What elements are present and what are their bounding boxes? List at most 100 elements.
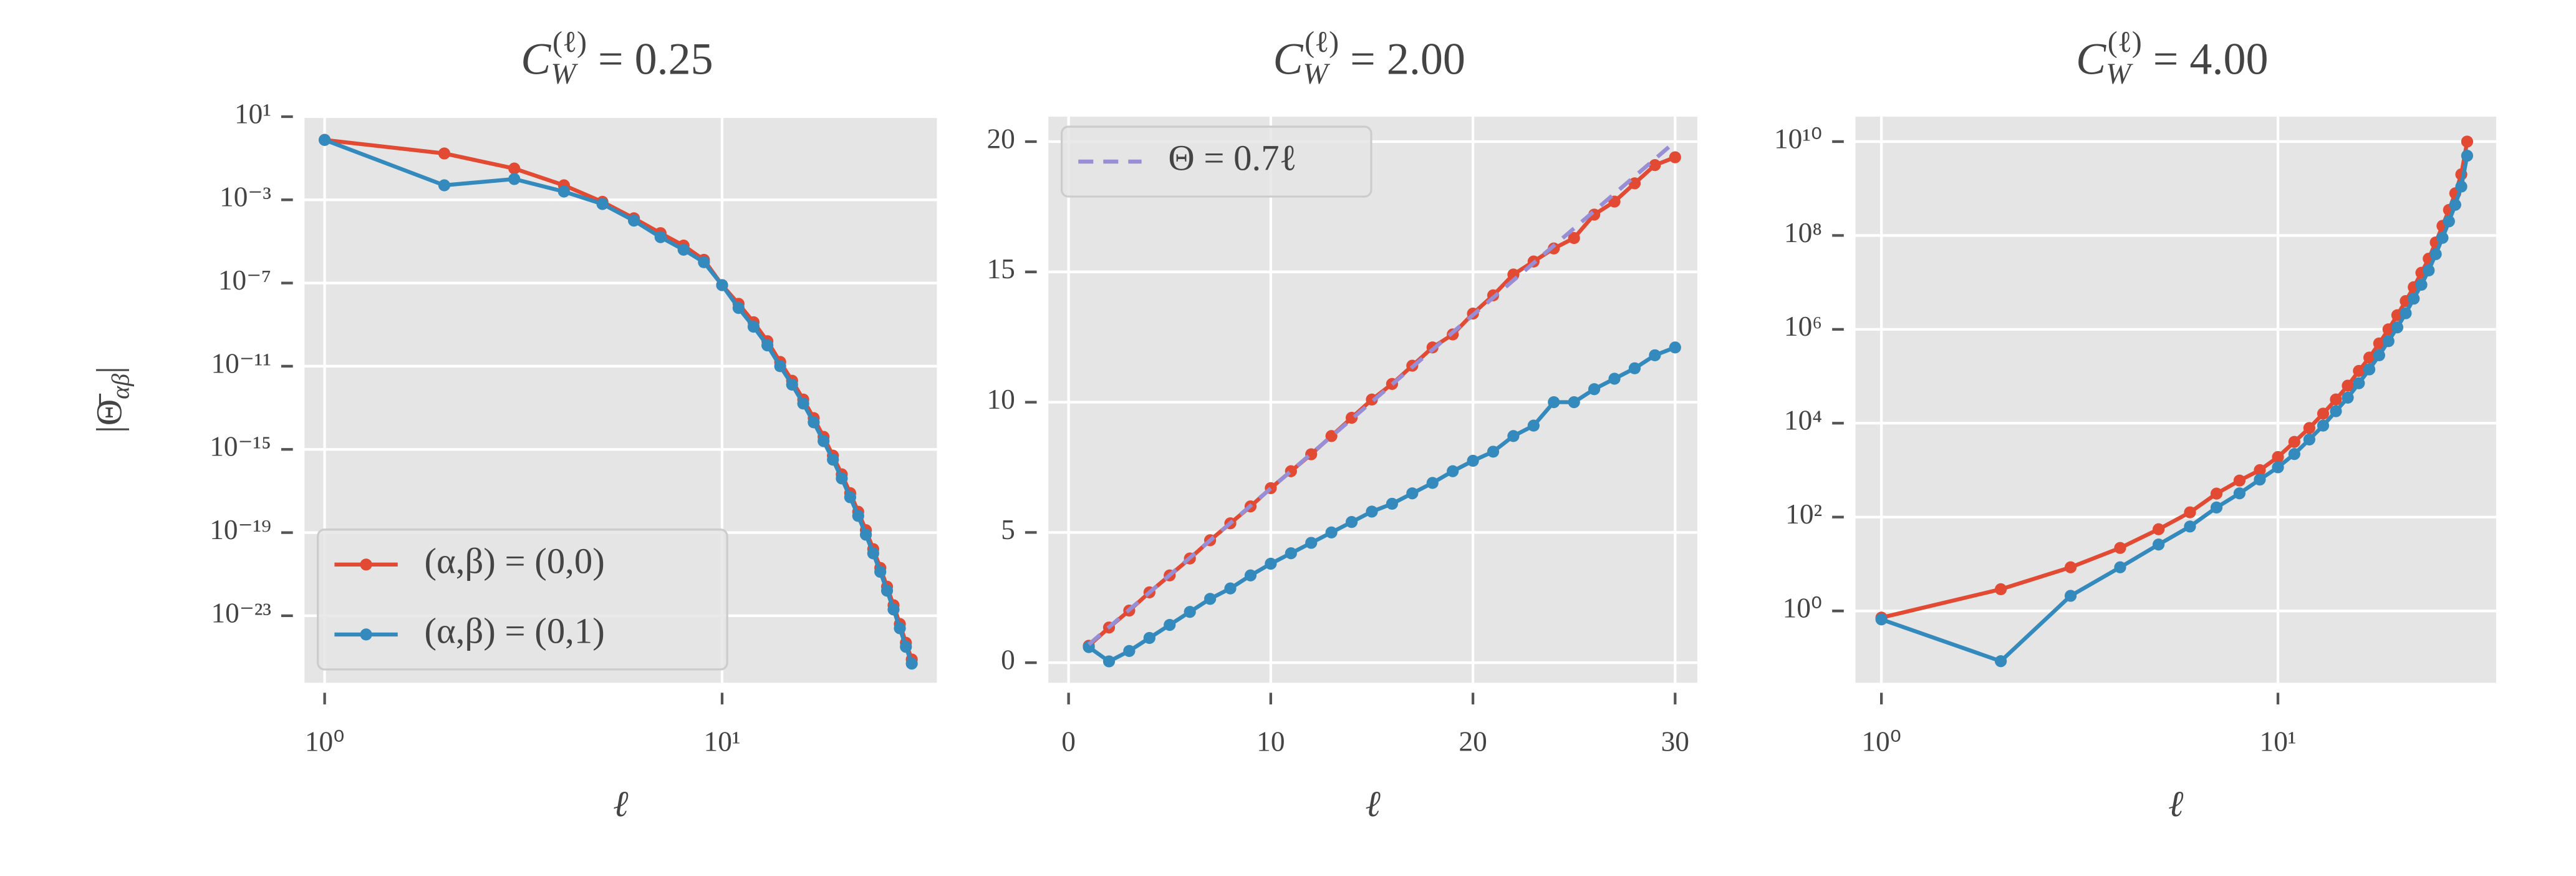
data-point [1204,593,1217,605]
x-axis-label: ℓ [613,784,629,824]
data-point [836,472,848,485]
data-point [1669,341,1681,354]
y-tick-label: 10⁻¹¹ [211,348,271,379]
x-tick-label: 10 [1257,726,1285,757]
y-tick-label: 5 [1001,514,1015,545]
data-point [2373,337,2385,350]
data-point [654,231,667,243]
data-point [2353,377,2365,389]
data-point [1487,445,1500,458]
data-point [716,279,728,291]
data-point [628,215,640,227]
data-point [1406,487,1419,500]
data-point [2303,433,2315,445]
data-point [557,185,570,198]
data-point [319,134,331,146]
data-point [2254,464,2266,477]
series-line [1087,140,1677,646]
data-point [1527,419,1540,432]
data-point [732,302,745,314]
legend-label: (α,β) = (0,1) [424,610,604,651]
y-tick-label: 10⁶ [1784,311,1822,342]
data-point [1994,655,2007,668]
data-point [1628,177,1641,190]
x-axis-label: ℓ [2168,784,2184,824]
data-point [1345,516,1358,528]
data-point [2210,501,2223,513]
data-point [698,256,710,268]
data-point [2272,461,2284,474]
y-tick-label: 0 [1001,645,1015,676]
legend-label: (α,β) = (0,0) [424,540,604,581]
data-point [438,147,451,160]
data-point [1588,383,1601,396]
data-point [2408,293,2420,305]
y-tick-label: 10⁻²³ [211,597,271,628]
data-point [1426,477,1439,489]
data-point [2363,363,2376,376]
data-point [797,397,809,410]
y-tick-label: 10⁴ [1784,405,1822,436]
data-point [2114,542,2126,554]
data-point [2423,264,2435,277]
data-point [2317,419,2330,432]
data-point [2153,538,2165,551]
data-point [1184,606,1196,618]
data-point [900,641,912,653]
data-point [1568,231,1580,245]
data-point [818,435,830,447]
data-point [677,243,690,256]
data-point [2288,448,2300,460]
data-point [747,321,760,333]
y-tick-label: 15 [987,253,1015,285]
chart-title: CW(ℓ) = 4.00 [2076,26,2268,90]
data-point [2272,450,2284,464]
data-point [1265,557,1277,570]
data-point [2330,405,2342,417]
legend-marker [360,558,372,571]
data-point [2373,349,2385,362]
data-point [2233,474,2246,487]
legend-label: Θ = 0.7ℓ [1168,137,1296,178]
x-tick-label: 10⁰ [305,726,345,757]
y-tick-label: 10¹ [234,98,271,129]
data-point [2363,351,2376,364]
data-point [1305,537,1318,549]
data-point [438,179,451,192]
data-point [1994,583,2007,596]
data-point [2317,407,2330,420]
data-point [859,528,872,541]
x-tick-label: 10¹ [704,726,741,757]
data-point [1325,526,1338,538]
y-tick-label: 10⁻³ [219,182,271,213]
y-tick-label: 20 [987,123,1015,154]
data-point [1568,396,1580,409]
data-point [880,585,894,597]
legend-box [317,528,728,671]
x-tick-label: 20 [1459,726,1487,757]
data-point [1649,159,1661,172]
data-point [2400,307,2412,319]
data-point [874,565,887,578]
y-tick-label: 10¹⁰ [1774,123,1822,154]
data-point [1285,547,1297,560]
data-point [2288,436,2300,448]
data-point [2184,506,2196,518]
data-point [1143,631,1155,645]
data-point [2064,590,2077,602]
data-point [1325,430,1338,442]
data-point [2153,523,2165,535]
data-point [2330,393,2342,406]
data-point [1507,430,1520,442]
data-point [1649,349,1661,362]
data-point [894,622,906,635]
data-point [2064,561,2077,573]
data-point [1447,465,1459,477]
data-point [1102,655,1116,668]
data-point [905,657,918,670]
data-point [1366,505,1378,518]
data-point [1164,618,1176,631]
data-point [887,603,900,616]
data-point [2449,198,2461,211]
